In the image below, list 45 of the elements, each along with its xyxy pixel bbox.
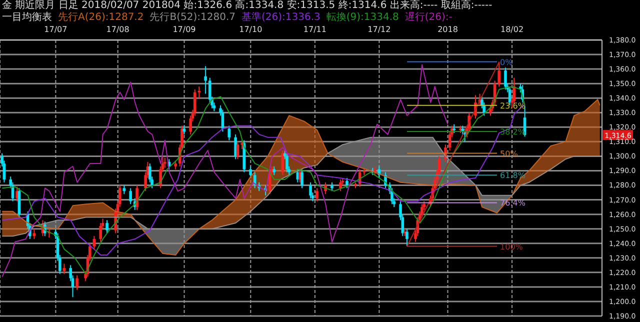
candlestick — [163, 157, 166, 168]
annotation: 100% — [500, 242, 524, 252]
candlestick — [16, 186, 18, 202]
x-tick-label: 2018 — [438, 25, 458, 34]
candlestick — [406, 228, 408, 247]
candlestick — [504, 67, 507, 90]
text: 転換(9):1334.8 — [326, 12, 399, 23]
candlestick — [420, 204, 424, 218]
text: 先行B(52):1280.7 — [150, 12, 236, 23]
candlestick — [92, 236, 96, 250]
x-tick-label: 17/11 — [303, 25, 326, 34]
candlestick — [512, 77, 516, 104]
candlestick — [234, 134, 237, 160]
annotation: 0% — [500, 58, 514, 67]
text: 先行A(26):1287.2 — [58, 12, 144, 23]
candlestick — [32, 228, 36, 240]
candlestick — [99, 222, 102, 242]
candlestick — [18, 188, 21, 218]
candlestick — [129, 188, 132, 205]
candlestick — [249, 166, 252, 178]
candlestick — [228, 125, 231, 141]
x-tick-label: 17/12 — [368, 25, 391, 34]
candlestick — [204, 66, 207, 94]
candlestick — [346, 178, 348, 189]
candlestick — [198, 86, 201, 99]
x-tick-label: 18/02 — [500, 25, 524, 34]
text: 基準(26):1336.3 — [241, 12, 320, 23]
candlestick — [498, 61, 500, 87]
candlestick — [316, 188, 318, 202]
x-tick-label: 17/10 — [239, 25, 262, 34]
candlestick — [106, 220, 108, 234]
annotation: 61.8% — [500, 171, 526, 180]
x-tick-label: 17/08 — [106, 25, 130, 34]
candlestick — [76, 274, 78, 290]
x-tick-label: 17/07 — [44, 25, 68, 34]
candlestick — [286, 152, 288, 173]
legend-title: 一目均衡表 — [2, 12, 52, 23]
text: 遅行(26):- — [404, 12, 452, 23]
candlestick — [339, 178, 342, 192]
candlestick — [309, 182, 312, 199]
candlestick — [136, 184, 138, 210]
candlestick — [62, 263, 66, 274]
line-series — [2, 64, 448, 278]
candlestick — [300, 168, 304, 189]
x-tick-label: 17/09 — [172, 25, 196, 34]
